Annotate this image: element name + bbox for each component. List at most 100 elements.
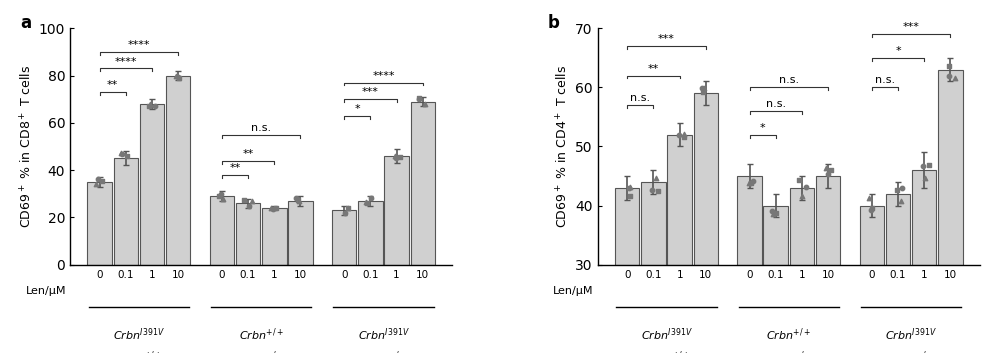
Point <box>622 184 638 190</box>
Point <box>215 197 231 202</box>
Point <box>947 76 963 81</box>
Text: n.s.: n.s. <box>251 123 271 133</box>
Point <box>88 181 104 187</box>
Text: **: ** <box>229 163 241 173</box>
Text: $Cd28^{-/-}$: $Cd28^{-/-}$ <box>887 350 935 353</box>
Bar <box>236 203 260 265</box>
Point <box>141 103 157 109</box>
Point <box>941 73 957 78</box>
Point <box>915 163 931 169</box>
Point <box>147 103 163 109</box>
Bar <box>262 208 287 265</box>
Text: **: ** <box>107 80 118 90</box>
Text: $Crbn^{I391V}$: $Crbn^{I391V}$ <box>358 326 409 343</box>
Text: $Crbn^{+/+}$: $Crbn^{+/+}$ <box>239 326 284 343</box>
Point <box>388 156 404 161</box>
Text: *: * <box>354 104 360 114</box>
Y-axis label: CD69$^+$ % in CD4$^+$ T cells: CD69$^+$ % in CD4$^+$ T cells <box>556 65 571 228</box>
Point <box>94 179 110 184</box>
Text: ****: **** <box>115 56 137 67</box>
Bar <box>912 170 936 265</box>
Text: a: a <box>20 14 31 32</box>
Point <box>621 185 637 191</box>
Point <box>893 198 909 204</box>
Text: *: * <box>895 46 901 56</box>
Point <box>650 188 666 193</box>
Bar <box>790 188 814 265</box>
Point <box>337 210 353 215</box>
Point <box>358 199 374 205</box>
Text: Len/μM: Len/μM <box>553 286 594 296</box>
Point <box>791 178 807 183</box>
Bar <box>114 158 138 265</box>
Text: ***: *** <box>362 87 379 97</box>
Point <box>265 207 281 212</box>
Text: n.s.: n.s. <box>779 76 799 85</box>
Point <box>823 167 839 173</box>
Point <box>794 193 810 199</box>
Text: Len/μM: Len/μM <box>26 286 66 296</box>
Point <box>340 205 356 211</box>
Text: n.s.: n.s. <box>875 76 895 85</box>
Bar <box>694 93 718 265</box>
Text: **: ** <box>242 149 254 159</box>
Point <box>741 180 757 186</box>
Point <box>941 63 957 68</box>
Point <box>644 187 660 193</box>
Text: ***: *** <box>658 34 675 44</box>
Bar <box>667 134 692 265</box>
Text: *: * <box>760 123 765 133</box>
Bar <box>210 196 234 265</box>
Text: b: b <box>548 14 560 32</box>
Text: $Cd28^{-/-}$: $Cd28^{-/-}$ <box>237 350 285 353</box>
Point <box>244 198 260 204</box>
Point <box>676 131 692 137</box>
Bar <box>737 176 762 265</box>
Point <box>671 132 687 138</box>
Point <box>363 195 379 201</box>
Point <box>861 196 877 201</box>
Point <box>119 153 135 159</box>
Point <box>417 101 433 107</box>
Point <box>236 197 252 203</box>
Point <box>170 74 186 80</box>
Text: $Crbn^{I391V}$: $Crbn^{I391V}$ <box>113 326 165 343</box>
Point <box>864 205 880 211</box>
Bar <box>886 194 910 265</box>
Point <box>820 171 836 176</box>
Point <box>392 155 408 160</box>
Point <box>818 165 834 170</box>
Point <box>894 185 910 191</box>
Bar <box>763 205 788 265</box>
Bar <box>140 104 164 265</box>
Bar <box>860 205 884 265</box>
Point <box>921 162 937 168</box>
Point <box>268 205 284 211</box>
Text: $Crbn^{I391V}$: $Crbn^{I391V}$ <box>885 326 937 343</box>
Bar <box>87 182 112 265</box>
Bar <box>166 76 190 265</box>
Point <box>263 205 279 211</box>
Point <box>290 197 306 203</box>
Point <box>291 198 307 204</box>
Point <box>340 205 356 210</box>
Bar <box>288 201 313 265</box>
Point <box>171 75 187 81</box>
Point <box>889 187 905 193</box>
Point <box>90 176 106 181</box>
Point <box>648 175 664 180</box>
Point <box>696 85 712 90</box>
Text: n.s.: n.s. <box>630 93 650 103</box>
Point <box>676 134 692 139</box>
Point <box>359 200 375 206</box>
Point <box>411 95 427 101</box>
Text: $Crbn^{I391V}$: $Crbn^{I391V}$ <box>641 326 692 343</box>
Point <box>768 210 784 216</box>
Point <box>113 150 129 156</box>
Point <box>917 175 933 181</box>
Text: $Cd28^{+/+}$: $Cd28^{+/+}$ <box>115 350 163 353</box>
Text: $Cd28^{-/-}$: $Cd28^{-/-}$ <box>360 350 407 353</box>
Bar <box>816 176 840 265</box>
Bar <box>615 188 639 265</box>
Point <box>622 193 638 199</box>
